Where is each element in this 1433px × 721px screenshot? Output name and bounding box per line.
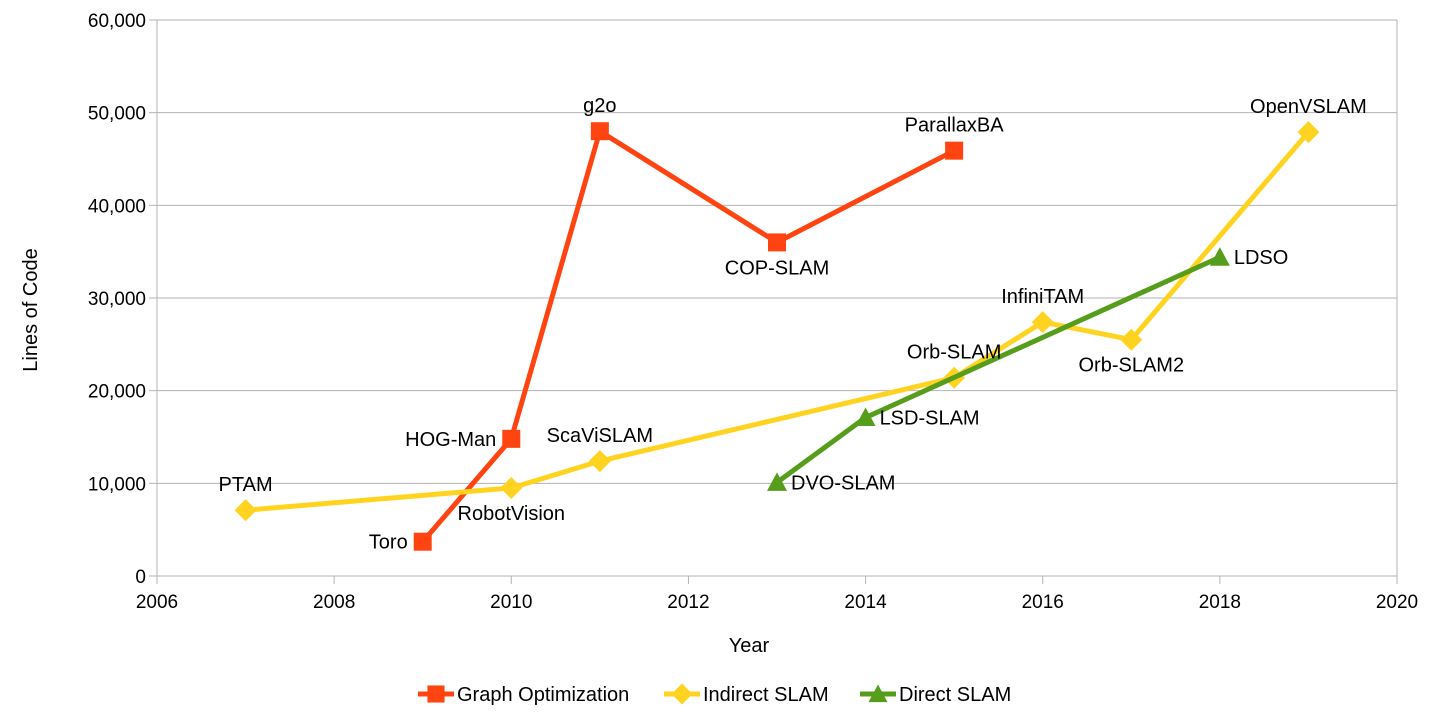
series-lines [234, 121, 1320, 551]
y-tick-label: 10,000 [88, 474, 146, 495]
legend-label: Direct SLAM [899, 684, 1011, 706]
series-line [245, 130, 1311, 513]
y-tick-label: 30,000 [88, 289, 146, 310]
legend-item: Direct SLAM [860, 684, 1011, 706]
x-tick-label: 2012 [667, 592, 709, 613]
data-label: LSD-SLAM [880, 408, 980, 430]
legend: Graph Optimization Indirect SLAM Direct SL… [418, 683, 1011, 706]
y-tick-label: 0 [135, 567, 146, 588]
diamond-marker [1120, 328, 1143, 351]
data-label: InfiniTAM [1001, 286, 1084, 308]
data-label: DVO-SLAM [791, 472, 895, 494]
series-indirect-slam [234, 121, 1320, 522]
square-marker [590, 122, 609, 141]
x-tick-label: 2020 [1376, 592, 1418, 613]
data-label: Toro [369, 532, 408, 554]
data-label: ParallaxBA [905, 115, 1005, 137]
data-label: PTAM [219, 474, 273, 496]
legend-label: Indirect SLAM [703, 684, 829, 706]
diamond-marker [588, 450, 611, 473]
y-axis-title: Lines of Code [20, 248, 42, 371]
y-tick-label: 50,000 [88, 104, 146, 125]
square-marker [413, 532, 432, 551]
diamond-marker [671, 683, 693, 705]
triangle-marker [767, 472, 787, 491]
point-labels: Toro HOG-Man g2o COP-SLAM ParallaxBA PTAM Robo… [219, 95, 1367, 554]
triangle-marker [868, 684, 888, 703]
data-label: g2o [583, 95, 616, 117]
data-label: HOG-Man [405, 429, 496, 451]
y-tick-label: 60,000 [88, 11, 146, 32]
x-tick-label: 2014 [844, 592, 887, 613]
gridlines [157, 19, 1397, 577]
x-tick-label: 2006 [136, 592, 178, 613]
axes: 0 10,000 20,000 30,000 40,000 50,000 60,000 200… [88, 11, 1418, 613]
triangle-marker [855, 407, 876, 427]
data-label: LDSO [1234, 247, 1288, 269]
x-tick-label: 2010 [490, 592, 532, 613]
series-graph-optimization [413, 122, 964, 551]
square-marker [768, 233, 786, 252]
y-tick-label: 20,000 [88, 382, 146, 403]
data-label: COP-SLAM [725, 257, 829, 279]
legend-item: Graph Optimization [418, 684, 629, 706]
triangle-marker [1209, 247, 1230, 266]
data-label: Orb-SLAM [907, 342, 1001, 364]
square-marker [427, 685, 445, 703]
y-tick-label: 40,000 [88, 196, 146, 217]
x-tick-label: 2016 [1022, 592, 1064, 613]
legend-label: Graph Optimization [457, 684, 629, 706]
square-marker [502, 429, 521, 448]
square-marker [945, 141, 964, 160]
data-label: ScaViSLAM [547, 425, 653, 447]
diamond-marker [500, 476, 523, 499]
data-label: RobotVision [458, 503, 565, 525]
diamond-marker [1031, 311, 1054, 334]
x-tick-label: 2008 [313, 592, 355, 613]
data-label: Orb-SLAM2 [1078, 355, 1184, 377]
legend-item: Indirect SLAM [664, 683, 829, 706]
diamond-marker [234, 499, 257, 522]
x-axis-title: Year [729, 635, 770, 657]
x-tick-label: 2018 [1199, 592, 1241, 613]
data-label: OpenVSLAM [1250, 96, 1367, 118]
series-direct-slam [767, 247, 1230, 491]
diamond-marker [1297, 121, 1320, 144]
